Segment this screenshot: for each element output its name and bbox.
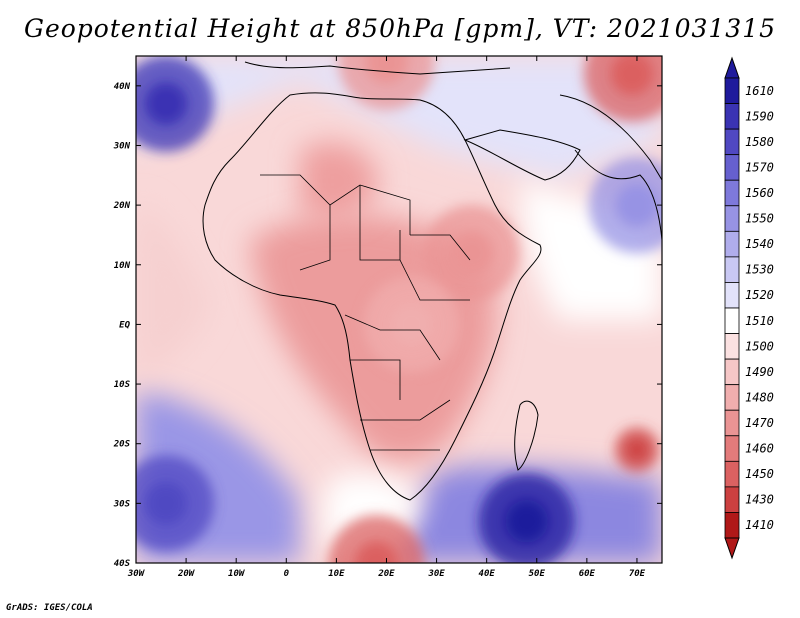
- lon-tick-label: 20W: [177, 569, 196, 579]
- lon-tick-label: 10W: [228, 569, 246, 579]
- lat-tick-label: 10S: [114, 380, 131, 390]
- lat-tick-label: 30S: [113, 499, 131, 509]
- lat-tick-label: 20S: [113, 440, 131, 450]
- colorbar-label: 1430: [745, 493, 774, 507]
- colorbar-label: 1460: [745, 442, 774, 456]
- coastlines: [202, 61, 662, 501]
- south-africa-low: [328, 515, 425, 563]
- colorbar-label: 1550: [745, 212, 774, 226]
- colorbar-label: 1510: [745, 314, 774, 328]
- country-borders: [260, 174, 471, 451]
- colorbar-label: 1540: [745, 237, 774, 251]
- congo-low-core: [389, 302, 434, 347]
- colorbar: 1610 1590 1580 1570 1560 1550 1540 1530 1520 1510…: [724, 56, 774, 560]
- lon-tick-label: 70E: [629, 569, 646, 579]
- colorbar-label: 1580: [745, 135, 774, 149]
- mediterranean-low-core: [364, 56, 409, 84]
- lon-tick-label: 0: [284, 569, 290, 579]
- colorbar-swatch: [724, 128, 740, 156]
- colorbar-label: 1470: [745, 416, 774, 430]
- mascarene-cutoff-low-core: [627, 439, 647, 460]
- colorbar-label: 1480: [745, 390, 774, 404]
- lon-tick-label: 50E: [529, 569, 546, 579]
- colorbar-swatch: [724, 486, 740, 513]
- colorbar-swatch: [724, 179, 740, 207]
- colorbar-swatch: [724, 282, 740, 309]
- colorbar-label: 1450: [745, 467, 774, 481]
- grads-credit: GrADS: IGES/COLA: [6, 603, 93, 613]
- lon-tick-label: 60E: [579, 569, 596, 579]
- colorbar-swatch: [724, 409, 740, 437]
- lat-tick-label: EQ: [119, 320, 130, 330]
- colorbar-swatch: [724, 230, 740, 258]
- lon-tick-label: 20E: [377, 569, 395, 579]
- colorbar-label: 1560: [745, 186, 774, 200]
- lon-axis-labels: 30W 20W 10W 0 10E 20E 30E 40E 50E 60E 70E: [127, 569, 646, 579]
- south-africa-low-core: [354, 541, 399, 563]
- azores-high-core: [144, 82, 188, 126]
- colorbar-label: 1410: [745, 518, 774, 532]
- colorbar-swatch: [724, 77, 740, 104]
- lat-tick-label: 40S: [114, 559, 131, 569]
- colorbar-swatch: [724, 435, 740, 462]
- lon-tick-label: 30W: [127, 569, 146, 579]
- colorbar-swatch: [724, 103, 740, 130]
- colorbar-swatch: [724, 205, 740, 232]
- colorbar-swatch: [724, 460, 740, 488]
- lat-axis-labels: 40N 30N 20N 10N EQ 10S 20S 30S 40S: [113, 82, 131, 569]
- colorbar-swatch: [724, 358, 740, 386]
- colorbar-label: 1520: [745, 288, 774, 302]
- ethiopia-low-core: [450, 231, 494, 275]
- colorbar-swatch: [724, 333, 740, 360]
- plot-frame: [135, 55, 663, 564]
- lat-tick-label: 40N: [114, 82, 131, 92]
- lat-tick-label: 30N: [113, 141, 131, 151]
- colorbar-label: 1610: [745, 84, 774, 98]
- lat-tick-label: 20N: [113, 201, 131, 211]
- colorbar-label: 1490: [745, 365, 774, 379]
- south-indian-high-core: [505, 499, 549, 543]
- arabian-sea-high-core: [615, 183, 659, 227]
- colorbar-swatch: [724, 154, 740, 181]
- colorbar-swatch: [724, 512, 740, 539]
- south-atlantic-high-core: [144, 481, 188, 525]
- colorbar-swatch: [724, 384, 740, 411]
- colorbar-label: 1500: [745, 339, 774, 353]
- colorbar-label: 1590: [745, 109, 774, 123]
- lon-tick-label: 10E: [328, 569, 345, 579]
- colorbar-label: 1530: [745, 263, 774, 277]
- colorbar-swatch: [724, 307, 740, 334]
- colorbar-swatch: [724, 256, 740, 283]
- iran-low-core: [610, 56, 654, 96]
- lat-tick-label: 10N: [114, 261, 131, 271]
- map-title: Geopotential Height at 850hPa [gpm], VT:…: [23, 14, 777, 43]
- axis-ticks: [135, 56, 662, 564]
- colorbar-bottom-arrow: [724, 537, 740, 560]
- colorbar-label: 1570: [745, 160, 774, 174]
- lon-tick-label: 40E: [479, 569, 496, 579]
- lon-tick-label: 30E: [427, 569, 445, 579]
- colorbar-top-arrow: [724, 56, 740, 79]
